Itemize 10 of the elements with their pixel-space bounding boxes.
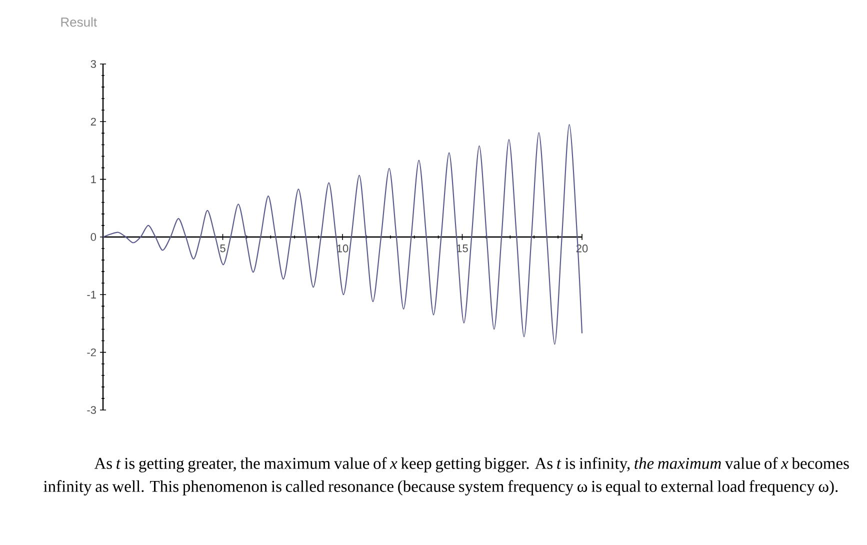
chart-title: Result (61, 17, 97, 27)
y-tick-label: 3 (90, 60, 96, 68)
y-tick-label: -3 (87, 406, 96, 414)
y-tick-label: -1 (87, 290, 96, 298)
text: As t is getting greater, the maximum value of x keep getting bigger. As t is infinity, the maximum value of x becomes infinity as well. This phenomenon is called resonance (because system frequency ω is equal to external load frequency ω). (44, 457, 849, 496)
x-tick-label: 5 (220, 244, 226, 252)
y-tick-label: 2 (90, 118, 96, 126)
y-tick-label: -2 (87, 348, 96, 356)
y-tick-label: 0 (90, 233, 96, 241)
y-tick-label: 1 (91, 176, 96, 184)
